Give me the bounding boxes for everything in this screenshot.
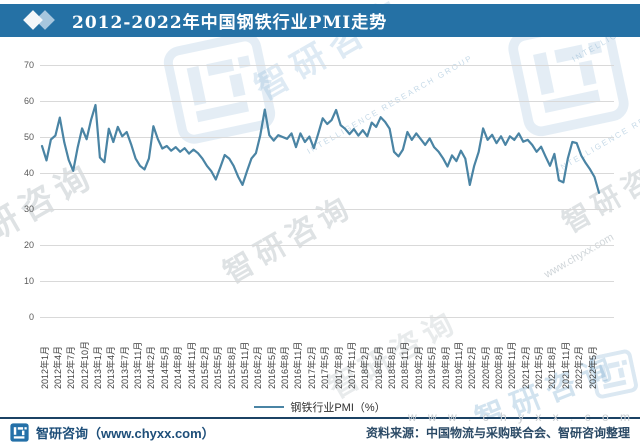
- y-tick-label: 20: [23, 240, 34, 250]
- gridline: [40, 101, 614, 102]
- gridline: [40, 173, 614, 174]
- gridline: [40, 65, 614, 66]
- gridline: [40, 317, 614, 318]
- footer: 智研咨询（www.chyxx.com） 资料来源：中国物流与采购联合会、智研咨询…: [0, 419, 640, 446]
- legend-label: 钢铁行业PMI（%）: [290, 402, 386, 414]
- diamond-icon: [23, 10, 43, 30]
- y-tick-label: 60: [23, 96, 34, 106]
- gridline: [40, 137, 614, 138]
- footer-source-text: 资料来源：中国物流与采购联合会、智研咨询整理: [365, 426, 630, 440]
- chart-title: 2012-2022年中国钢铁行业PMI走势: [72, 13, 388, 33]
- title-bar: 2012-2022年中国钢铁行业PMI走势: [0, 4, 640, 37]
- y-tick-label: 0: [28, 312, 34, 322]
- y-tick-label: 70: [23, 60, 34, 70]
- brand-logo-icon: [10, 423, 29, 442]
- pmi-line: [40, 103, 601, 194]
- title-diamond-icon: [18, 4, 62, 37]
- legend: 钢铁行业PMI（%）: [0, 398, 640, 416]
- footer-brand-block: 智研咨询（www.chyxx.com）: [10, 423, 215, 442]
- y-tick-label: 40: [23, 168, 34, 178]
- footer-brand-text: 智研咨询（www.chyxx.com）: [36, 426, 215, 441]
- y-tick-label: 30: [23, 204, 34, 214]
- y-tick-label: 50: [23, 132, 34, 142]
- legend-line-icon: [254, 406, 285, 408]
- gridline: [40, 209, 614, 210]
- footer-divider: [0, 417, 640, 419]
- y-tick-label: 10: [23, 276, 34, 286]
- watermark-url-footer: w w w . c h y x x . c o m: [407, 410, 634, 424]
- gridline: [40, 281, 614, 282]
- gridline: [40, 245, 614, 246]
